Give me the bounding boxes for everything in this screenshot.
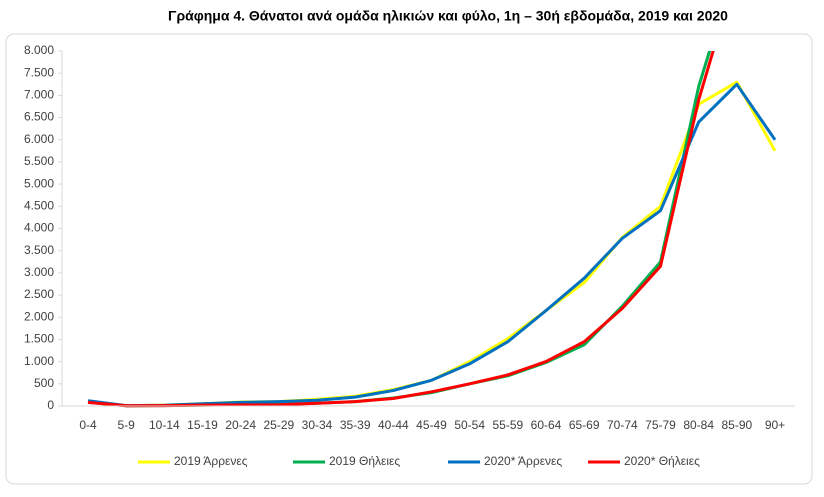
y-tick-label: 2.000 [24,309,54,323]
y-tick-label: 1.000 [24,354,54,368]
x-tick-label: 15-19 [187,418,218,432]
y-tick-label: 5.000 [24,176,54,190]
x-tick-label: 50-54 [454,418,485,432]
y-tick-label: 0 [47,398,54,412]
y-tick-label: 4.500 [24,198,54,212]
chart-frame [5,33,813,485]
x-tick-label: 25-29 [263,418,294,432]
chart-title: Γράφημα 4. Θάνατοι ανά ομάδα ηλικιών και… [168,8,728,24]
x-tick-label: 5-9 [117,418,135,432]
x-tick-label: 75-79 [645,418,676,432]
series-line [87,51,715,408]
x-tick-label: 35-39 [340,418,371,432]
y-tick-label: 2.500 [24,287,54,301]
y-tick-label: 7.000 [24,88,54,102]
x-tick-label: 45-49 [416,418,447,432]
y-tick-label: 1.500 [24,332,54,346]
legend-label: 2019 Άρρενες [174,454,248,468]
plot-area [87,51,777,408]
y-tick-label: 4.000 [24,221,54,235]
x-tick-label: 40-44 [378,418,409,432]
x-tick-label: 80-84 [683,418,714,432]
x-tick-label: 30-34 [302,418,333,432]
series-line [87,51,712,408]
series-line [87,82,777,408]
x-tick-label: 55-59 [492,418,523,432]
x-tick-label: 0-4 [79,418,97,432]
x-tick-label: 65-69 [569,418,600,432]
y-tick-label: 8.000 [24,43,54,57]
x-tick-label: 70-74 [607,418,638,432]
y-tick-label: 3.000 [24,265,54,279]
y-tick-label: 5.500 [24,154,54,168]
x-tick-label: 60-64 [531,418,562,432]
y-tick-label: 3.500 [24,243,54,257]
y-tick-label: 6.500 [24,110,54,124]
legend-label: 2020* Άρρενες [484,454,562,468]
x-tick-label: 90+ [765,418,785,432]
series-line [87,80,777,408]
y-tick-label: 500 [34,376,54,390]
y-tick-label: 6.000 [24,132,54,146]
x-tick-label: 85-90 [721,418,752,432]
x-tick-label: 20-24 [225,418,256,432]
legend-label: 2019 Θήλειες [329,454,400,468]
x-tick-label: 10-14 [149,418,180,432]
legend-label: 2020* Θήλειες [624,454,700,468]
y-tick-label: 7.500 [24,65,54,79]
